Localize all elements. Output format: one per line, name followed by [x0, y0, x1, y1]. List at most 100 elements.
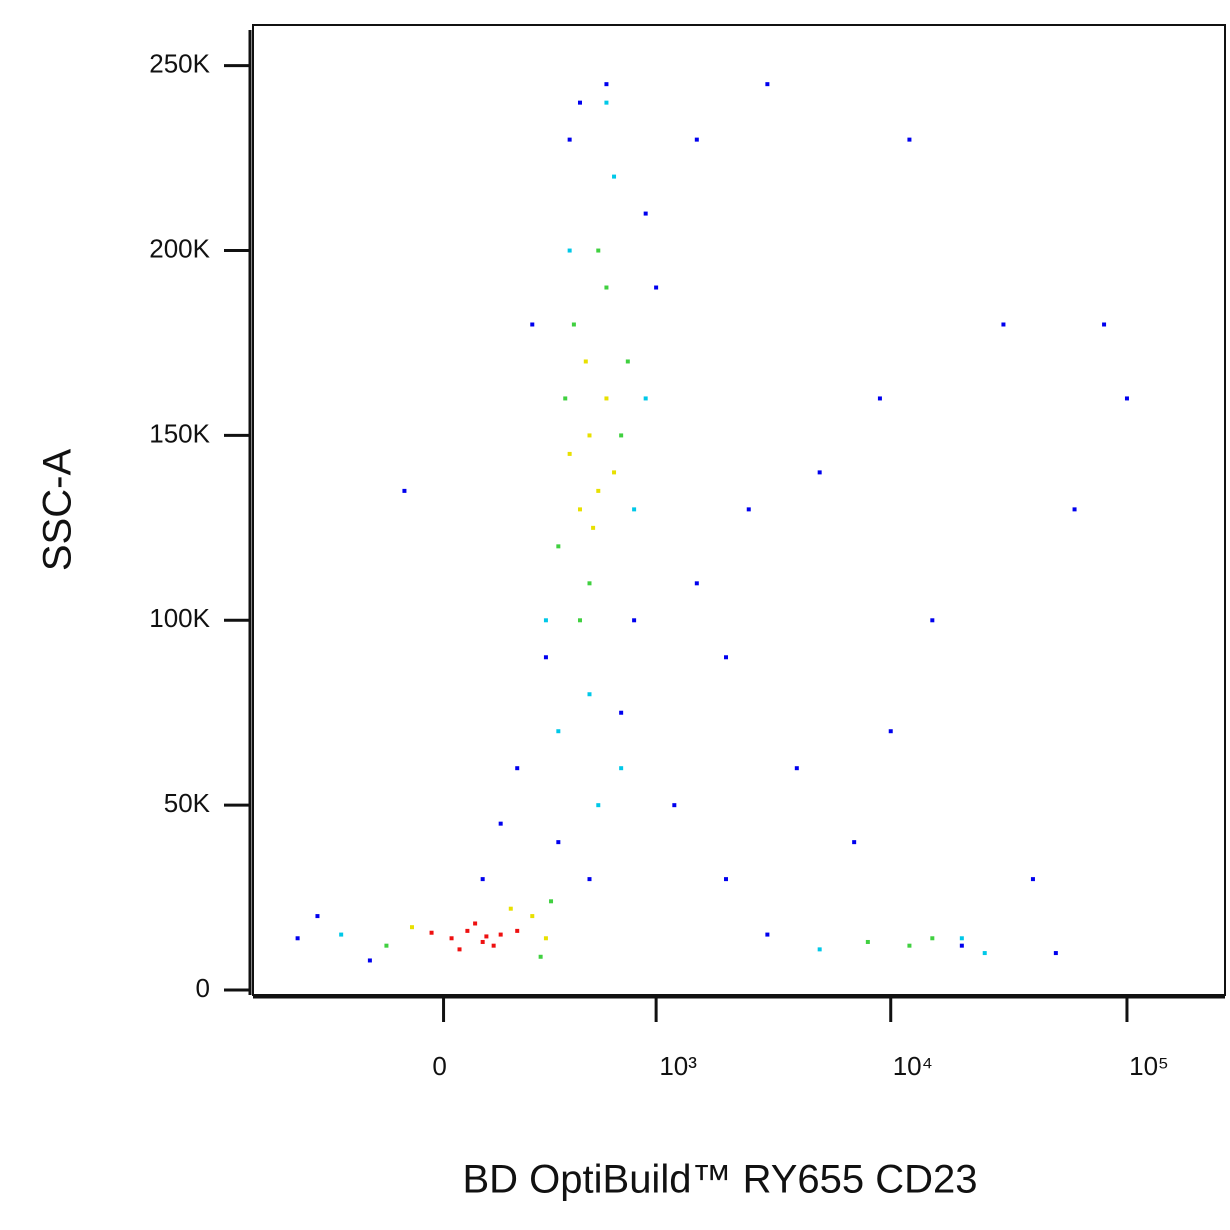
y-tick-label: 50K	[164, 788, 211, 818]
scatter-point	[596, 248, 601, 253]
scatter-point	[619, 710, 624, 715]
scatter-point	[498, 821, 503, 826]
scatter-point	[1053, 951, 1058, 956]
y-tick-label: 100K	[149, 603, 210, 633]
scatter-point	[449, 936, 454, 941]
scatter-point	[515, 766, 520, 771]
scatter-point	[491, 943, 496, 948]
scatter-point	[596, 488, 601, 493]
scatter-point	[619, 766, 624, 771]
scatter-point	[543, 618, 548, 623]
scatter-point	[612, 470, 617, 475]
scatter-point	[556, 544, 561, 549]
scatter-point	[508, 906, 513, 911]
scatter-point	[583, 359, 588, 364]
scatter-point	[765, 82, 770, 87]
scatter-point	[567, 137, 572, 142]
y-tick-label: 0	[196, 973, 210, 1003]
scatter-point	[1072, 507, 1077, 512]
scatter-point	[339, 932, 344, 937]
y-tick-label: 150K	[149, 418, 210, 448]
scatter-point	[587, 433, 592, 438]
scatter-point	[549, 899, 554, 904]
scatter-point	[794, 766, 799, 771]
scatter-point	[604, 285, 609, 290]
scatter-point	[643, 211, 648, 216]
scatter-point	[877, 396, 882, 401]
scatter-point	[563, 396, 568, 401]
scatter-point	[484, 934, 489, 939]
scatter-point	[604, 82, 609, 87]
scatter-point	[694, 137, 699, 142]
x-tick-label: 10⁵	[1129, 1051, 1169, 1081]
x-tick-label: 0	[432, 1051, 446, 1081]
scatter-point	[612, 174, 617, 179]
scatter-point	[632, 507, 637, 512]
scatter-point	[473, 921, 478, 926]
scatter-point	[930, 618, 935, 623]
y-tick-label: 200K	[149, 233, 210, 263]
scatter-point	[530, 322, 535, 327]
scatter-point	[643, 396, 648, 401]
x-tick-label: 10³	[659, 1051, 697, 1081]
scatter-point	[429, 930, 434, 935]
scatter-point	[596, 803, 601, 808]
scatter-point	[577, 100, 582, 105]
scatter-point	[567, 248, 572, 253]
scatter-point	[865, 939, 870, 944]
scatter-point	[724, 877, 729, 882]
scatter-point	[571, 322, 576, 327]
scatter-point	[587, 877, 592, 882]
scatter-point	[619, 433, 624, 438]
scatter-point	[907, 137, 912, 142]
scatter-point	[465, 928, 470, 933]
scatter-point	[959, 936, 964, 941]
scatter-point	[817, 470, 822, 475]
scatter-point	[567, 451, 572, 456]
scatter-point	[384, 943, 389, 948]
scatter-point	[577, 618, 582, 623]
scatter-point	[604, 396, 609, 401]
scatter-point	[457, 947, 462, 952]
scatter-point	[515, 928, 520, 933]
x-tick-label: 10⁴	[893, 1051, 933, 1081]
scatter-point	[1030, 877, 1035, 882]
scatter-point	[1124, 396, 1129, 401]
scatter-point	[746, 507, 751, 512]
scatter-point	[556, 840, 561, 845]
scatter-point	[543, 655, 548, 660]
scatter-point	[852, 840, 857, 845]
scatter-point	[1001, 322, 1006, 327]
scatter-point	[295, 936, 300, 941]
scatter-point	[543, 936, 548, 941]
scatter-point	[315, 914, 320, 919]
scatter-point	[480, 939, 485, 944]
scatter-point	[402, 488, 407, 493]
scatter-point	[654, 285, 659, 290]
scatter-point	[888, 729, 893, 734]
scatter-point	[587, 581, 592, 586]
scatter-point	[672, 803, 677, 808]
scatter-point	[625, 359, 630, 364]
y-axis-label: SSC-A	[36, 449, 80, 572]
scatter-point	[556, 729, 561, 734]
scatter-point	[907, 943, 912, 948]
scatter-point	[765, 932, 770, 937]
scatter-point	[530, 914, 535, 919]
scatter-point	[498, 932, 503, 937]
scatter-point	[577, 507, 582, 512]
scatter-point	[538, 954, 543, 959]
scatter-point	[817, 947, 822, 952]
scatter-point	[632, 618, 637, 623]
scatter-point	[959, 943, 964, 948]
scatter-point	[367, 958, 372, 963]
scatter-point	[982, 951, 987, 956]
y-tick-label: 250K	[149, 49, 210, 79]
scatter-point	[409, 925, 414, 930]
scatter-point	[694, 581, 699, 586]
scatter-point	[724, 655, 729, 660]
scatter-point	[1102, 322, 1107, 327]
x-axis-label: BD OptiBuild™ RY655 CD23	[462, 1158, 977, 1202]
